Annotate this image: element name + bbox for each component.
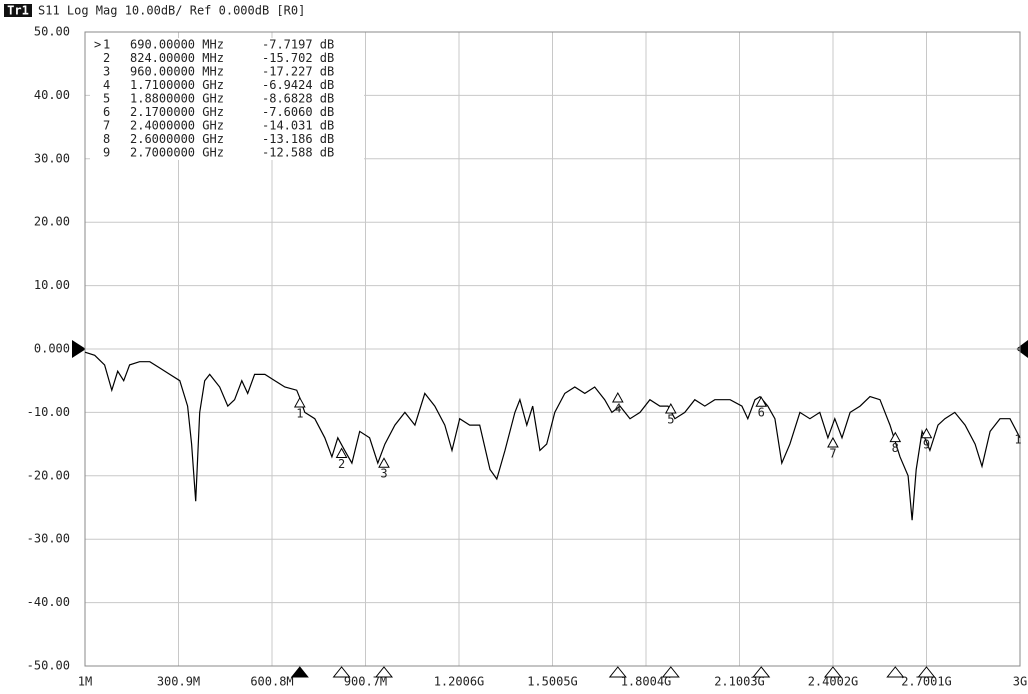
marker-frequency: 1.8800000 GHz [130, 92, 224, 106]
y-tick-label: 50.00 [34, 25, 70, 39]
marker-number: 3 [103, 65, 110, 79]
marker-frequency: 2.1700000 GHz [130, 105, 224, 119]
y-tick-label: 20.00 [34, 215, 70, 229]
marker-value: -13.186 dB [262, 132, 334, 146]
marker [611, 391, 624, 403]
y-tick-label: -50.00 [27, 659, 70, 673]
marker [920, 427, 933, 439]
marker-frequency: 1.7100000 GHz [130, 78, 224, 92]
ref-marker-left [72, 340, 86, 358]
y-tick-label: -40.00 [27, 595, 70, 609]
y-tick-label: 10.00 [34, 278, 70, 292]
axis-marker [917, 666, 936, 678]
chart-title: S11 Log Mag 10.00dB/ Ref 0.000dB [R0] [38, 4, 305, 18]
marker-value: -8.6828 dB [262, 92, 334, 106]
marker-frequency: 2.7000000 GHz [130, 146, 224, 160]
trace-badge [4, 4, 32, 17]
marker [889, 431, 902, 443]
marker-number: 9 [103, 146, 110, 160]
marker-label: 3 [380, 467, 387, 481]
marker-number: 4 [103, 78, 110, 92]
x-tick-label: 900.7M [344, 675, 387, 689]
marker [827, 436, 839, 448]
marker [293, 396, 306, 408]
x-tick-label: 3G [1013, 675, 1027, 689]
ref-marker-right [1016, 340, 1028, 358]
y-tick-label: 30.00 [34, 151, 70, 165]
marker-label: 8 [892, 441, 899, 455]
marker-label: 9 [923, 437, 930, 451]
marker-value: -6.9424 dB [262, 78, 334, 92]
marker-value: -14.031 dB [262, 119, 334, 133]
axis-marker [886, 666, 905, 678]
plot-frame [84, 31, 1021, 667]
marker-frequency: 2.6000000 GHz [130, 132, 224, 146]
axis-marker [290, 666, 309, 678]
axis-marker [752, 666, 771, 678]
trace-name: Tr1 [7, 4, 29, 18]
marker-number: 8 [103, 132, 110, 146]
x-tick-label: 1.8004G [621, 675, 672, 689]
marker-label: 6 [758, 406, 765, 420]
x-tick-label: 2.4002G [808, 675, 859, 689]
marker-value: -17.227 dB [262, 65, 334, 79]
marker-number: 7 [103, 119, 110, 133]
marker-table [90, 38, 364, 160]
y-tick-label: 0.000 [34, 342, 70, 356]
marker-label: 4 [614, 402, 621, 416]
marker [378, 457, 390, 468]
x-tick-label: 1M [78, 675, 92, 689]
axis-marker [823, 666, 842, 678]
marker-value: -7.7197 dB [262, 38, 334, 52]
x-tick-label: 300.9M [157, 675, 200, 689]
x-tick-label: 600.8M [250, 675, 293, 689]
trace [84, 351, 1021, 521]
marker-label: 2 [338, 457, 345, 471]
marker-value: -12.588 dB [262, 146, 334, 160]
axis-marker [332, 666, 351, 678]
marker-label: 1 [296, 406, 303, 420]
marker-value: -15.702 dB [262, 51, 334, 65]
y-tick-label: -30.00 [27, 532, 70, 546]
marker-value: -7.6060 dB [262, 105, 334, 119]
y-tick-label: -10.00 [27, 405, 70, 419]
axis-marker [661, 666, 680, 678]
y-tick-label: 40.00 [34, 88, 70, 102]
marker-label: 7 [829, 446, 836, 460]
marker-frequency: 960.00000 MHz [130, 65, 224, 79]
trace-label: 1 [1014, 432, 1021, 446]
marker [335, 447, 348, 459]
marker-frequency: 690.00000 MHz [130, 38, 224, 52]
y-tick-label: -20.00 [27, 468, 70, 482]
x-tick-label: 2.1003G [714, 675, 765, 689]
active-symbol: > [94, 38, 101, 52]
x-tick-label: 1.2006G [434, 675, 485, 689]
marker-label: 5 [667, 413, 674, 427]
marker-number: 6 [103, 105, 110, 119]
marker-frequency: 2.4000000 GHz [130, 119, 224, 133]
axis-marker [374, 666, 394, 678]
marker-frequency: 824.00000 MHz [130, 51, 224, 65]
x-tick-label: 1.5005G [527, 675, 578, 689]
marker-number: 2 [103, 51, 110, 65]
marker-number: 1 [103, 38, 110, 52]
marker [755, 396, 768, 407]
x-tick-label: 2.7001G [901, 675, 952, 689]
marker-number: 5 [103, 92, 110, 106]
axis-marker [608, 666, 627, 678]
marker [664, 403, 677, 414]
